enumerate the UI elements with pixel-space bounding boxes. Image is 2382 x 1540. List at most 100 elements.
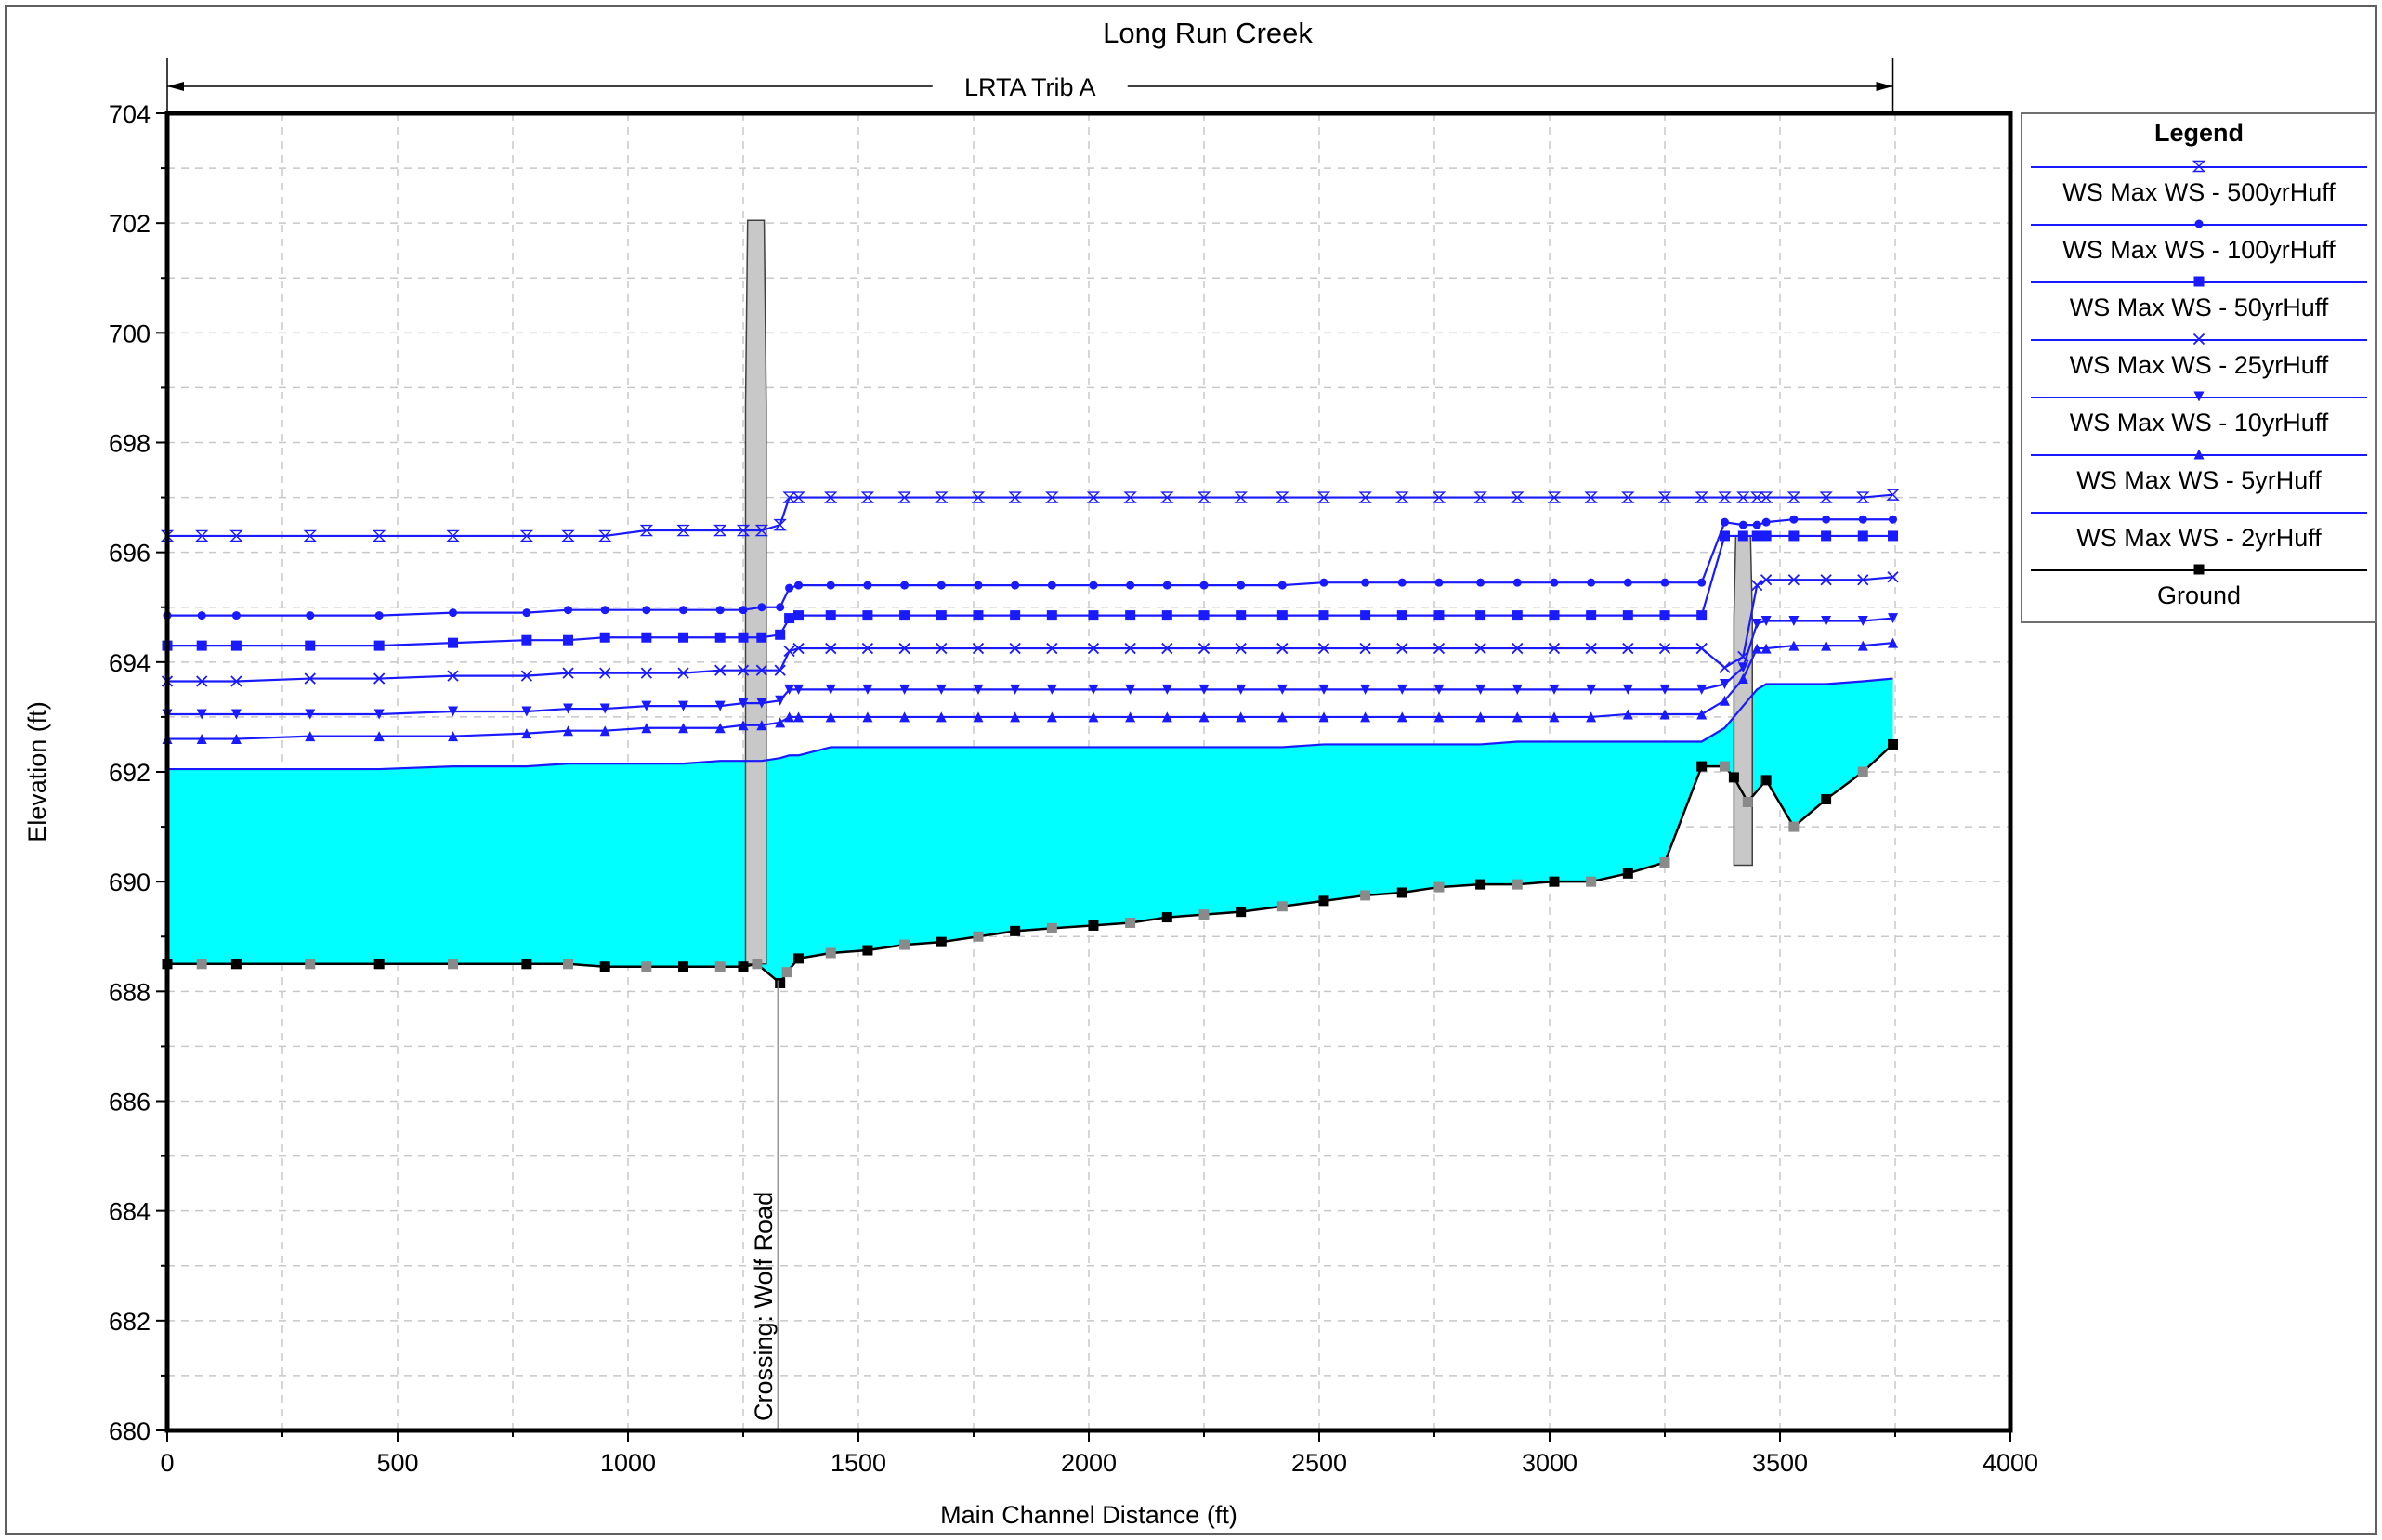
series-point [862, 684, 873, 695]
series-point [1660, 578, 1669, 587]
series-point [1738, 520, 1747, 529]
ground-point [1088, 920, 1099, 931]
series-point [521, 634, 532, 646]
series-point [973, 711, 984, 723]
series-point [1434, 578, 1444, 587]
series-point [195, 529, 209, 542]
ground-point [862, 945, 873, 956]
legend-swatch-marker [2193, 449, 2205, 460]
series-point [1737, 673, 1748, 685]
series-point [1750, 491, 1764, 503]
series-point [196, 640, 207, 651]
series-point [563, 634, 574, 646]
series-point [1788, 616, 1800, 627]
y-tick-label: 698 [109, 430, 151, 458]
series-point [1621, 491, 1635, 503]
x-tick-label: 0 [160, 1449, 174, 1477]
ground-point [1696, 761, 1708, 772]
series-point [1010, 684, 1021, 695]
series-point [521, 706, 532, 717]
series-point [1737, 662, 1748, 673]
series-point [1695, 642, 1708, 655]
series-point [1752, 520, 1761, 529]
ground-profile [162, 738, 1899, 1430]
series-point [1125, 610, 1136, 621]
y-tick-label: 690 [109, 868, 151, 896]
series-point [1199, 581, 1209, 590]
series-point [1359, 642, 1371, 655]
series-point [373, 731, 385, 742]
series-point [1888, 613, 1899, 624]
ground-point [825, 947, 836, 959]
series-point [1719, 661, 1731, 673]
series-point [1659, 684, 1670, 695]
series-point [1751, 579, 1763, 592]
ground-point [1512, 879, 1523, 890]
series-point [825, 610, 836, 621]
legend-entry: WS Max WS - 500yrHuff [2031, 160, 2367, 206]
x-tick-label: 4000 [1983, 1449, 2038, 1477]
series-point [561, 529, 575, 542]
series-point [794, 581, 804, 590]
series-point [374, 611, 384, 620]
series-point [564, 606, 573, 615]
series-point [1511, 491, 1525, 503]
legend-title: Legend [2154, 119, 2244, 147]
series-point [1697, 578, 1707, 587]
series-point [756, 720, 767, 731]
series-point [936, 610, 947, 621]
series-point [1820, 574, 1832, 586]
ground-point [373, 959, 385, 970]
series-point [372, 529, 386, 542]
series-point [825, 711, 836, 723]
series-point [1761, 517, 1771, 527]
ground-point [1788, 821, 1800, 832]
series-group [161, 571, 1899, 687]
series-point [825, 684, 836, 695]
series-point [1821, 530, 1832, 542]
series-point [1586, 711, 1597, 723]
series-point [793, 684, 805, 695]
series-point [1397, 578, 1407, 587]
series-point [599, 703, 610, 714]
series-point [641, 700, 652, 711]
series-point [1623, 578, 1632, 587]
reach-arrow-right [1876, 82, 1893, 91]
legend-label: WS Max WS - 10yrHuff [2070, 409, 2329, 437]
ground-point [1857, 766, 1868, 777]
ground-point [973, 931, 984, 942]
ground-point [1198, 909, 1210, 920]
series-group [160, 489, 1900, 542]
ground-point [641, 961, 652, 972]
series-point [520, 670, 533, 682]
series-point [897, 491, 911, 503]
series-point [1046, 642, 1058, 655]
series-point [784, 613, 795, 624]
series-point [1197, 491, 1211, 503]
series-point [1751, 530, 1762, 542]
ground-point [1276, 901, 1288, 912]
ground-point [1728, 772, 1739, 783]
legend-label: WS Max WS - 5yrHuff [2076, 466, 2322, 494]
x-tick-label: 3000 [1522, 1449, 1577, 1477]
structures [744, 219, 1753, 965]
series-point [713, 524, 727, 537]
series-point [598, 529, 612, 542]
series-point [1819, 491, 1833, 503]
series-point [715, 606, 725, 615]
series-point [898, 642, 910, 655]
legend: Legend WS Max WS - 500yrHuff WS Max WS - … [2021, 112, 2377, 623]
series-point [1124, 642, 1136, 655]
water-surface-fill [167, 678, 1893, 984]
series-point [1586, 684, 1597, 695]
series-point [899, 711, 910, 723]
ground-point [1549, 876, 1560, 887]
series-point [231, 611, 241, 620]
legend-label: WS Max WS - 25yrHuff [2070, 351, 2329, 379]
series-point [196, 734, 207, 745]
series-point [1318, 610, 1329, 621]
series-point [1696, 709, 1708, 720]
series-point [714, 664, 726, 676]
series-point [1011, 581, 1020, 590]
